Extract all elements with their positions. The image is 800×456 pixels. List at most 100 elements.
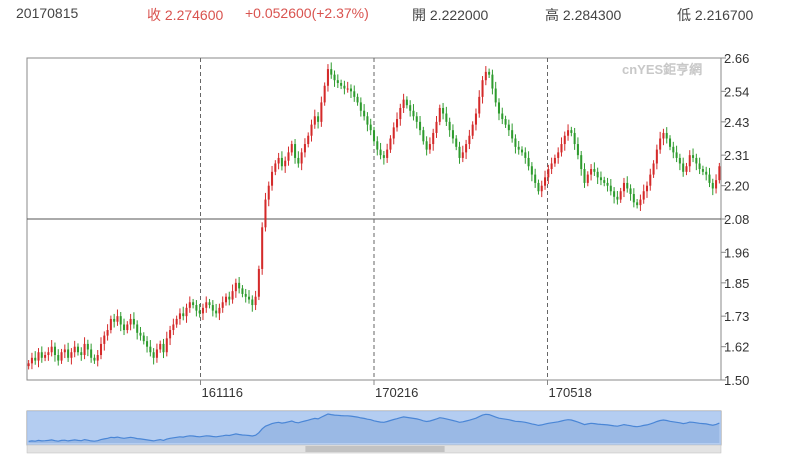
candle	[560, 137, 563, 157]
candle-body	[76, 346, 80, 353]
candle-body	[60, 352, 63, 361]
candle	[261, 222, 264, 275]
candle	[149, 340, 152, 357]
candle	[37, 348, 40, 368]
candle-body	[438, 107, 441, 122]
candle-body	[527, 157, 530, 167]
candle-body	[336, 80, 339, 83]
candle-body	[261, 227, 264, 269]
candle	[544, 170, 547, 190]
candle-body	[280, 157, 283, 167]
candle-body	[537, 182, 540, 192]
candle	[409, 100, 412, 117]
candle	[649, 168, 652, 191]
candle	[152, 348, 155, 365]
candle	[188, 296, 191, 313]
candle-body	[231, 291, 234, 300]
candle-body	[655, 149, 658, 164]
candle-body	[636, 202, 639, 206]
candle-body	[622, 182, 625, 192]
candle	[317, 112, 320, 129]
candle	[307, 132, 310, 148]
candle-body	[353, 91, 356, 97]
candle-body	[152, 352, 155, 358]
candle	[113, 313, 116, 328]
candle-body	[688, 155, 691, 167]
candle	[356, 93, 359, 106]
candle	[192, 298, 195, 309]
candle-body	[271, 171, 274, 186]
candle-body	[123, 324, 126, 331]
candle	[142, 332, 145, 345]
candle-body	[274, 163, 277, 172]
candle-body	[376, 141, 379, 150]
candle-body	[626, 182, 629, 189]
candle-body	[136, 324, 139, 333]
candle	[698, 157, 701, 175]
candle-body	[504, 119, 507, 125]
candle	[60, 348, 63, 364]
candle-body	[294, 144, 297, 158]
y-tick-label: 1.73	[724, 309, 749, 324]
candle	[264, 192, 267, 232]
candle-body	[471, 124, 474, 136]
candle	[271, 165, 274, 191]
candle	[701, 165, 704, 176]
candle	[313, 109, 316, 129]
candle-body	[175, 318, 178, 325]
candle-body	[662, 132, 665, 139]
candle	[53, 342, 56, 362]
candle-body	[718, 166, 721, 181]
candle	[67, 342, 70, 362]
candle	[590, 164, 593, 181]
candle-body	[185, 307, 188, 317]
candle-body	[511, 130, 514, 139]
candle-body	[346, 88, 349, 90]
candle-body	[67, 349, 70, 358]
candle	[629, 184, 632, 201]
candle	[715, 174, 718, 194]
candle-body	[221, 302, 224, 308]
candle-body	[603, 180, 606, 183]
candle-body	[310, 124, 313, 136]
candle	[136, 320, 139, 340]
navigator-grip-icon[interactable]	[306, 446, 444, 452]
candle-body	[442, 107, 445, 114]
candle	[50, 340, 53, 357]
candle	[99, 337, 103, 360]
candle-body	[313, 116, 316, 125]
candle	[123, 318, 126, 336]
candle	[396, 112, 399, 132]
candle-body	[685, 166, 688, 172]
candle	[682, 157, 685, 177]
candle	[415, 112, 418, 129]
candle-body	[642, 191, 645, 200]
quote-close: 收 2.274600	[147, 7, 224, 23]
candle-body	[162, 343, 165, 353]
candle-body	[146, 341, 149, 347]
candle	[70, 348, 73, 365]
candle	[455, 135, 458, 151]
candle-body	[155, 349, 158, 358]
candle	[359, 97, 362, 117]
candle	[461, 145, 464, 163]
candle	[333, 70, 336, 87]
candle	[445, 106, 448, 127]
candle	[570, 126, 573, 137]
candle-body	[149, 346, 152, 353]
candle	[254, 290, 257, 311]
navigator[interactable]	[26, 410, 722, 454]
quote-high: 高 2.284300	[545, 7, 622, 23]
candle	[688, 150, 691, 173]
candle	[567, 124, 570, 141]
candle	[231, 284, 234, 304]
candle	[44, 351, 47, 362]
candle	[238, 277, 241, 294]
candle-body	[514, 138, 517, 147]
candle-body	[613, 191, 616, 197]
candle	[550, 157, 553, 175]
candle-body	[668, 138, 672, 147]
candle	[247, 290, 251, 304]
candle-body	[165, 338, 168, 353]
